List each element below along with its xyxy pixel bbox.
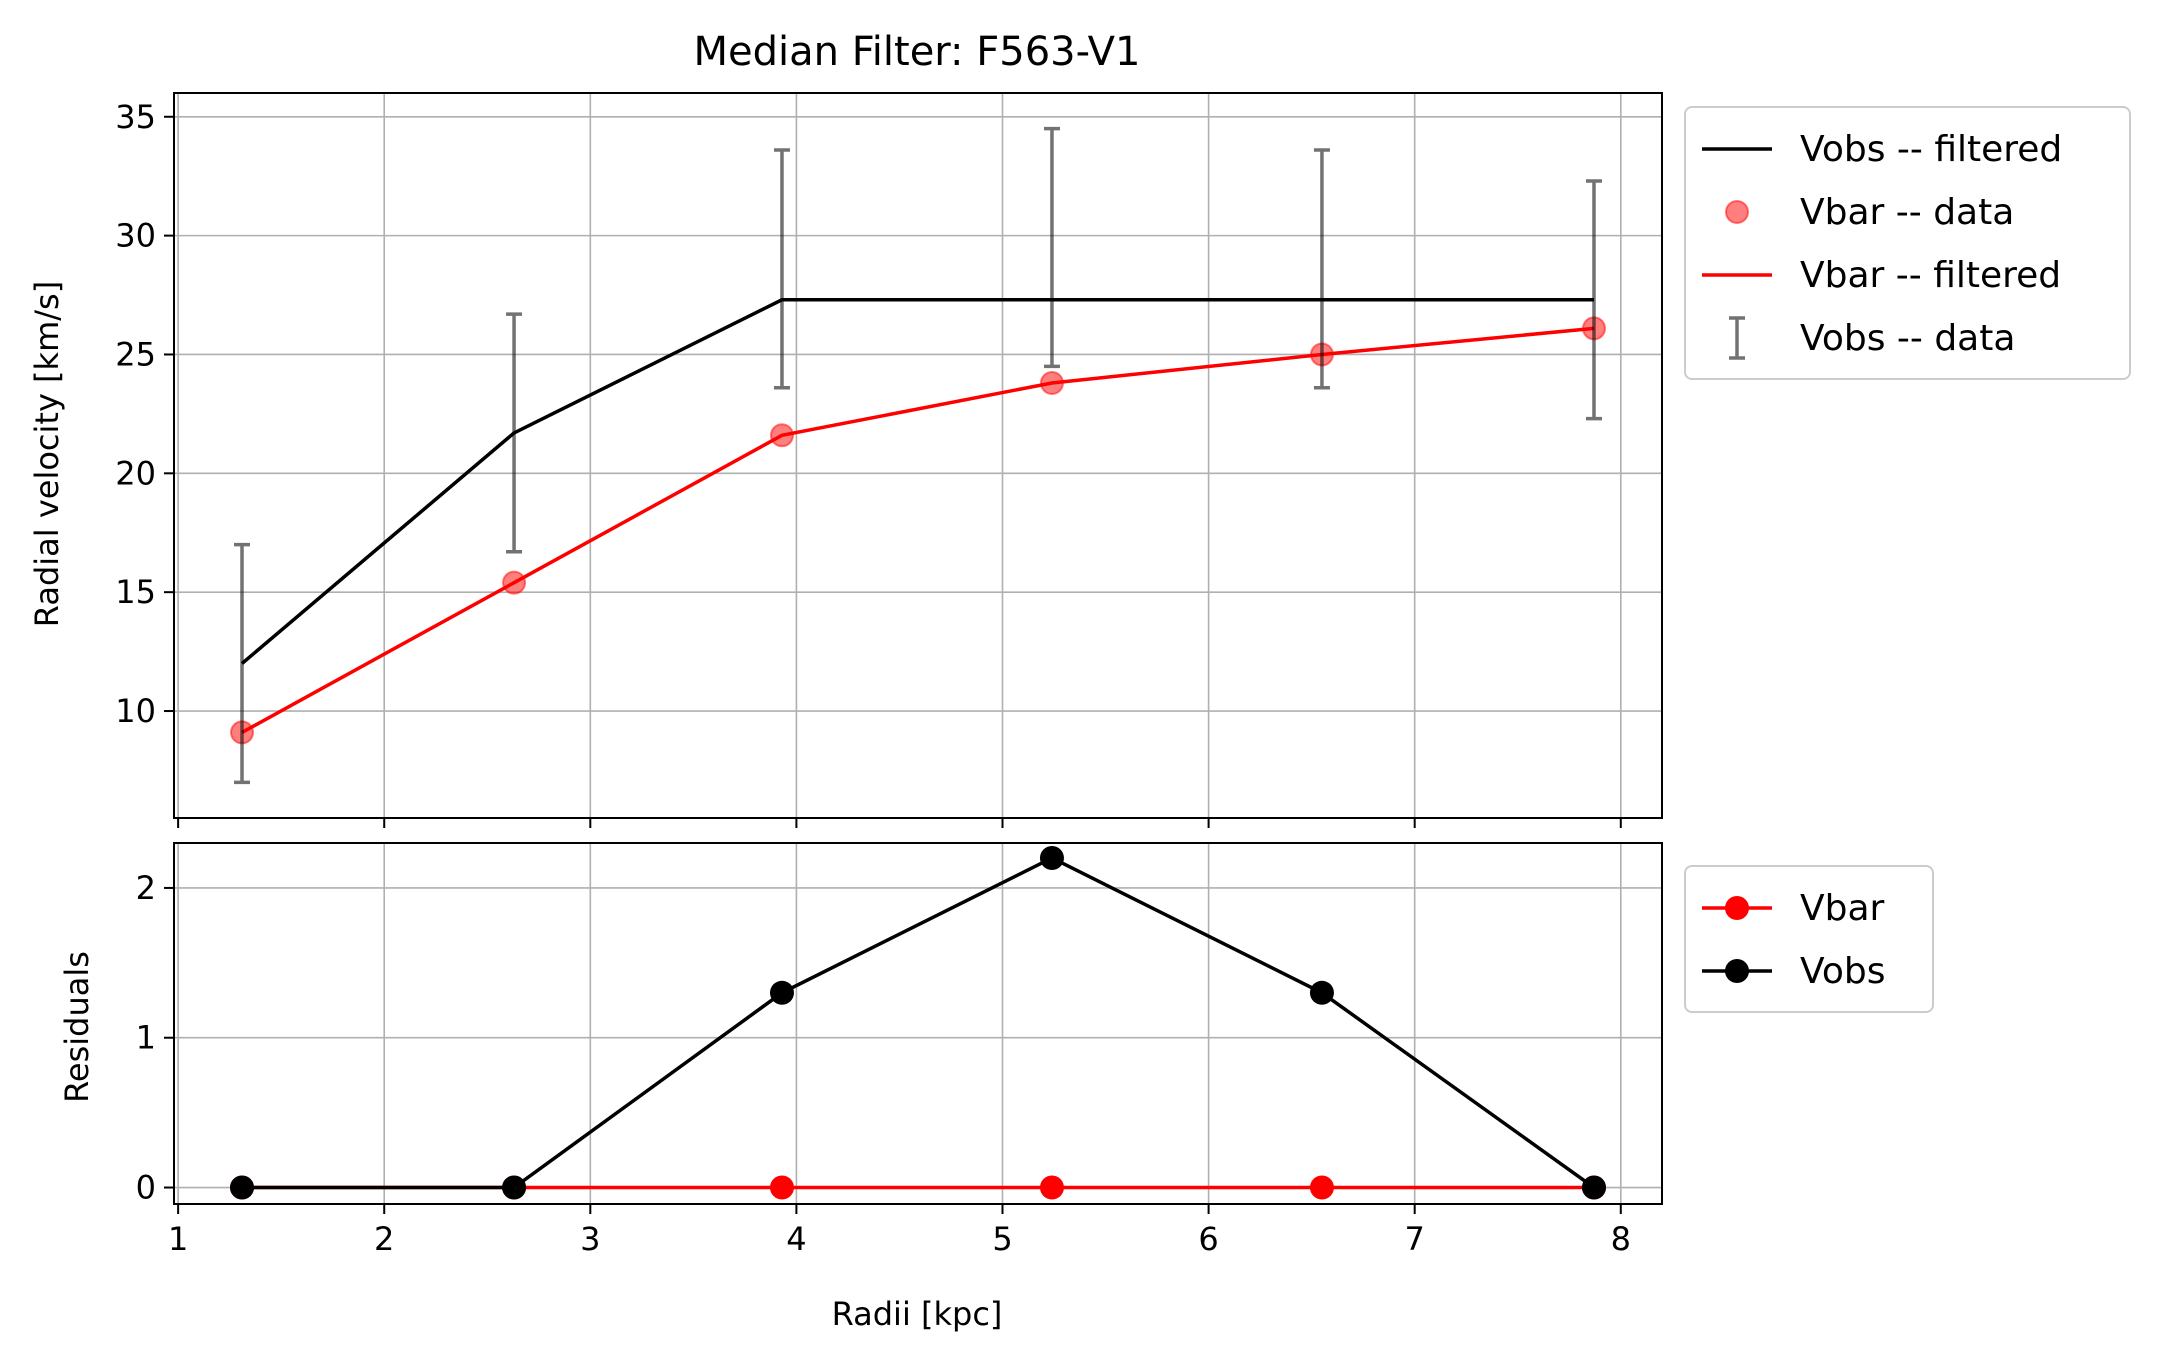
series-vobs-data-errorbar	[1313, 148, 1330, 390]
velocity-y-tick-label: 10	[115, 692, 156, 730]
legend-marker-vbar	[1725, 896, 1749, 920]
series-vobs-marker	[1039, 845, 1064, 870]
legend-label-vobs: Vobs	[1800, 951, 1885, 992]
velocity-y-tick-label: 30	[115, 217, 156, 255]
series-vobs-data-errorbar	[1043, 126, 1060, 369]
series-vobs-data-errorbar	[773, 148, 790, 390]
series-vobs-marker	[1581, 1175, 1606, 1200]
series-vbar-marker	[769, 1175, 794, 1200]
x-axis-label: Radii [kpc]	[832, 1295, 1003, 1333]
series-vobs-data-errorbar	[234, 542, 251, 785]
residuals-x-tick-label: 1	[168, 1220, 188, 1258]
velocity-legend-box	[1684, 106, 2131, 380]
residuals-x-ticks: 1 2 3 4 5 6 7 8	[168, 1204, 1631, 1258]
residuals-x-tick-label: 3	[580, 1220, 600, 1258]
velocity-y-tick-label: 25	[115, 335, 156, 373]
legend-marker-vobs	[1725, 959, 1749, 983]
series-vobs-data-errorbar	[506, 312, 523, 554]
residuals-x-tick-label: 8	[1611, 1220, 1631, 1258]
residuals-x-tick-label: 6	[1198, 1220, 1218, 1258]
series-vobs-data-errorbar	[1585, 179, 1602, 421]
series-vobs-filtered-line	[240, 298, 1594, 665]
residuals-axes-frame	[173, 842, 1663, 1205]
residuals-y-tick-label: 2	[136, 869, 156, 907]
series-vobs-marker	[230, 1175, 255, 1200]
velocity-x-ticks	[177, 818, 1622, 828]
series-vbar-marker	[1039, 1175, 1064, 1200]
velocity-panel: 10 15 20 25 30 35 Median Filter: F563-V1 Radi…	[28, 29, 2131, 828]
velocity-grid	[174, 93, 1662, 818]
velocity-axes-frame	[173, 92, 1663, 819]
residuals-y-axis-label: Residuals	[58, 951, 96, 1103]
residuals-legend: Vbar Vobs	[1684, 865, 1934, 1013]
series-vbar-marker	[1309, 1175, 1334, 1200]
legend-label-vobs-filtered: Vobs -- filtered	[1800, 129, 2062, 170]
series-vobs-line	[242, 856, 1596, 1190]
velocity-plot-area	[230, 126, 1606, 785]
chart-title: Median Filter: F563-V1	[693, 29, 1140, 75]
velocity-y-tick-label: 15	[115, 573, 156, 611]
velocity-legend: Vobs -- filtered Vbar -- data Vbar -- filt…	[1684, 106, 2131, 380]
residuals-y-tick-label: 1	[136, 1019, 156, 1057]
residuals-x-tick-label: 7	[1405, 1220, 1425, 1258]
legend-label-vbar-filtered: Vbar -- filtered	[1800, 255, 2061, 296]
series-vobs-marker	[502, 1175, 527, 1200]
residuals-y-ticks: 0 1 2	[136, 869, 174, 1207]
series-vobs-marker	[769, 980, 794, 1005]
series-vbar-filtered-line	[241, 326, 1595, 734]
residuals-plot-area	[230, 845, 1606, 1200]
residuals-x-tick-label: 5	[992, 1220, 1012, 1258]
series-vobs-marker	[1309, 980, 1334, 1005]
residuals-x-tick-label: 2	[374, 1220, 394, 1258]
legend-label-vbar-data: Vbar -- data	[1800, 192, 2014, 233]
legend-marker-vbar-data	[1725, 200, 1749, 224]
velocity-y-tick-label: 20	[115, 454, 156, 492]
legend-handle-vobs-data	[1729, 316, 1745, 360]
legend-label-vobs-data: Vobs -- data	[1800, 318, 2015, 359]
legend-label-vbar: Vbar	[1800, 888, 1885, 929]
velocity-y-tick-label: 35	[115, 98, 156, 136]
velocity-y-axis-label: Radial velocity [km/s]	[28, 281, 66, 627]
residuals-y-tick-label: 0	[136, 1169, 156, 1207]
residuals-x-tick-label: 4	[786, 1220, 806, 1258]
velocity-y-ticks: 10 15 20 25 30 35	[115, 98, 174, 730]
